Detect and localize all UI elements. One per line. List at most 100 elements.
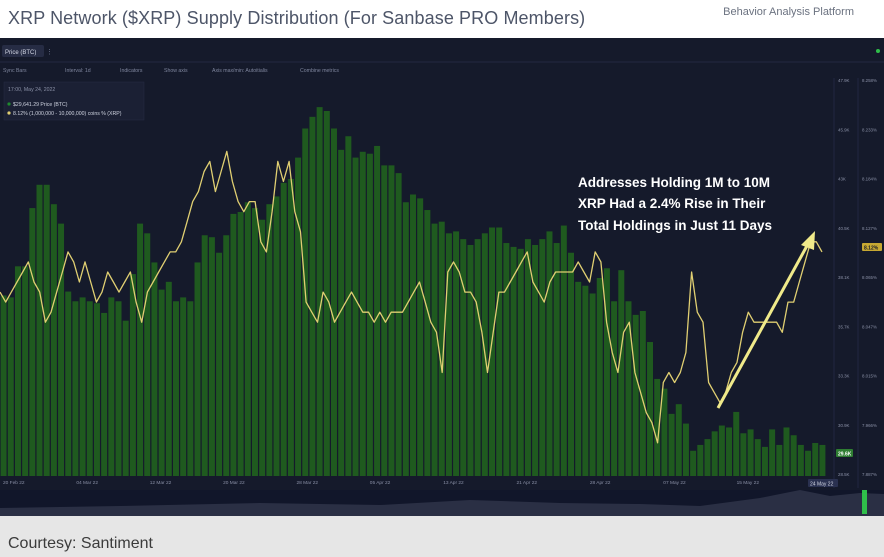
price-bar — [345, 136, 352, 476]
toolbar-items: Sync Bars Interval: 1d Indicators Show axis… — [3, 68, 339, 74]
price-bar — [93, 303, 100, 476]
price-bar — [29, 208, 36, 476]
price-bar — [43, 184, 50, 476]
price-bar — [445, 233, 452, 476]
price-bar — [266, 204, 273, 476]
price-bar — [438, 221, 445, 476]
price-bar — [251, 208, 258, 476]
price-bar — [582, 285, 589, 476]
price-bar — [72, 301, 79, 476]
y-tick-price: 28.5K — [838, 472, 850, 477]
price-bar — [287, 178, 294, 476]
price-bar — [395, 173, 402, 476]
price-bar — [194, 262, 201, 476]
price-bar — [410, 194, 416, 477]
price-bar — [137, 223, 144, 476]
toolbar-item[interactable]: Axis max/min: Autoitialis — [212, 68, 268, 74]
price-bar — [86, 301, 93, 476]
x-tick-label: 20 Feb 22 — [3, 480, 25, 486]
kebab-icon[interactable]: ⋮ — [46, 49, 53, 56]
chart-svg: Price (BTC) ⋮ Sync Bars Interval: 1d Indic… — [0, 38, 884, 516]
price-bar — [668, 413, 675, 476]
price-bar — [323, 111, 330, 476]
y-tick-price: 38.1K — [838, 275, 850, 280]
price-bar — [726, 427, 733, 476]
toolbar-item[interactable]: Interval: 1d — [65, 68, 91, 74]
metric-tab[interactable] — [2, 45, 44, 57]
price-bar — [560, 225, 567, 476]
last-date-badge-label: 24 May 22 — [810, 482, 834, 488]
price-bar — [0, 295, 7, 476]
y-tick-holdings: 8.258% — [862, 78, 877, 83]
x-tick-label: 21 Apr 22 — [517, 480, 538, 486]
y-tick-holdings: 8.184% — [862, 177, 877, 182]
tooltip-date: 17:00, May 24, 2022 — [8, 87, 55, 93]
price-bar — [783, 427, 790, 476]
price-bar — [603, 268, 610, 476]
annotation-arrow-shaft — [716, 243, 810, 409]
x-tick-label: 15 May 22 — [737, 480, 760, 486]
annotation: Addresses Holding 1M to 10M XRP Had a 2.… — [578, 175, 815, 409]
price-bar — [58, 223, 65, 476]
chart-toolbar: Price (BTC) ⋮ — [0, 45, 884, 63]
price-bar — [101, 312, 108, 476]
x-tick-label: 05 Apr 22 — [370, 480, 391, 486]
price-bar — [819, 444, 826, 476]
tooltip-box — [3, 81, 145, 121]
y-tick-holdings: 8.015% — [862, 374, 877, 379]
price-bar — [539, 239, 546, 476]
price-bar — [625, 301, 632, 476]
holdings-badge-label: 8.12% — [864, 246, 879, 252]
x-tick-label: 28 Apr 22 — [590, 480, 611, 486]
price-bar — [36, 184, 43, 476]
annotation-line-3: Total Holdings in Just 11 Days — [578, 218, 772, 233]
price-bar — [517, 248, 524, 476]
price-bar — [776, 444, 783, 476]
price-bar — [223, 235, 230, 476]
price-bar — [230, 213, 237, 476]
y-tick-price: 35.7K — [838, 324, 850, 329]
price-bar — [503, 243, 510, 476]
price-bar — [532, 244, 539, 476]
y-tick-price: 47.9K — [838, 78, 850, 83]
price-bar — [7, 297, 14, 476]
price-bar — [805, 450, 812, 476]
y-axis-price: 47.9K 45.9K 43K 40.5K 38.1K 35.7K 33.3K 30.9K 28… — [833, 78, 850, 488]
price-bar — [697, 444, 704, 476]
price-bar — [639, 310, 646, 476]
price-bar — [589, 293, 596, 476]
holdings-legend-icon — [7, 111, 11, 115]
platform-label: Behavior Analysis Platform — [723, 6, 854, 18]
price-bar — [352, 157, 359, 476]
tooltip-holdings: 8.12% (1,000,000 - 10,000,000) coins % (… — [13, 111, 122, 117]
price-bar — [388, 165, 395, 476]
price-bar — [489, 227, 495, 476]
title-bar: XRP Network ($XRP) Supply Distribution (… — [0, 0, 884, 38]
price-bar — [129, 274, 136, 476]
price-bar — [144, 233, 151, 476]
toolbar-item[interactable]: Sync Bars — [3, 68, 27, 74]
price-bar — [647, 342, 654, 476]
price-bar — [754, 439, 761, 476]
y-axis-holdings: 8.258% 8.233% 8.184% 8.127% 8.065% 8.047% 8.01… — [857, 78, 877, 488]
price-bar — [546, 231, 553, 476]
price-bar — [812, 443, 819, 476]
toolbar-item[interactable]: Indicators — [120, 68, 143, 74]
holdings-badge — [862, 243, 882, 251]
price-bar — [122, 320, 129, 476]
navigator[interactable] — [0, 490, 884, 516]
annotation-line-2: XRP Had a 2.4% Rise in Their — [578, 196, 766, 211]
price-bar — [14, 266, 21, 476]
price-bar — [295, 157, 302, 476]
price-bar — [165, 281, 172, 476]
y-tick-holdings: 8.127% — [862, 226, 877, 231]
y-tick-price: 45.9K — [838, 127, 850, 132]
price-bar — [496, 227, 503, 476]
caption-bar: Courtesy: Santiment — [0, 516, 884, 557]
toolbar-item[interactable]: Combine metrics — [300, 68, 339, 74]
x-tick-label: 12 Mar 22 — [150, 480, 172, 486]
navigator-handle[interactable] — [862, 490, 867, 514]
price-bar — [216, 252, 223, 476]
price-bar — [618, 270, 625, 476]
toolbar-item[interactable]: Show axis — [164, 68, 188, 74]
